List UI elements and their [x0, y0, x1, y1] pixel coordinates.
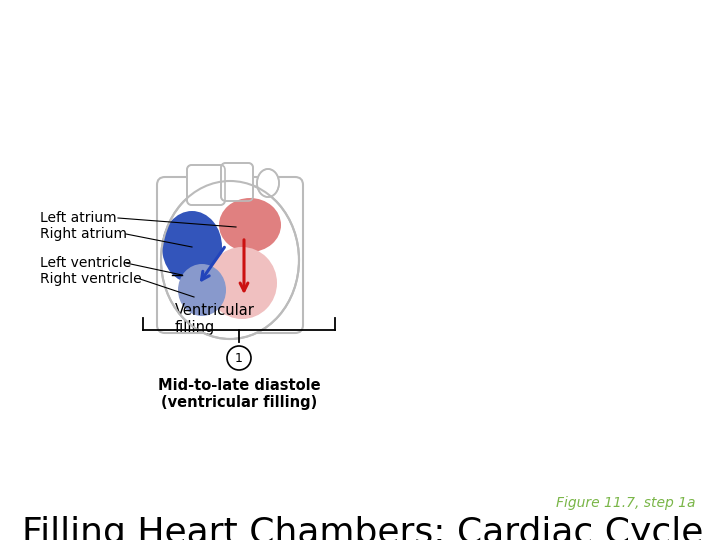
Text: Figure 11.7, step 1a: Figure 11.7, step 1a [556, 496, 695, 510]
Circle shape [227, 346, 251, 370]
Text: Left atrium: Left atrium [40, 211, 117, 225]
Text: Ventricular
filling: Ventricular filling [175, 303, 255, 335]
Ellipse shape [219, 198, 281, 252]
Text: Right atrium: Right atrium [40, 227, 127, 241]
FancyBboxPatch shape [157, 177, 303, 333]
Ellipse shape [178, 264, 226, 316]
Text: Left ventricle: Left ventricle [40, 256, 131, 270]
Ellipse shape [207, 247, 277, 319]
Text: Filling Heart Chambers: Cardiac Cycle: Filling Heart Chambers: Cardiac Cycle [22, 516, 703, 540]
Ellipse shape [162, 211, 222, 283]
Ellipse shape [257, 169, 279, 197]
Text: 1: 1 [235, 352, 243, 365]
Text: Right ventricle: Right ventricle [40, 272, 142, 286]
Text: Mid-to-late diastole
(ventricular filling): Mid-to-late diastole (ventricular fillin… [158, 378, 320, 410]
FancyBboxPatch shape [221, 163, 253, 201]
Ellipse shape [161, 181, 299, 339]
FancyBboxPatch shape [187, 165, 225, 205]
